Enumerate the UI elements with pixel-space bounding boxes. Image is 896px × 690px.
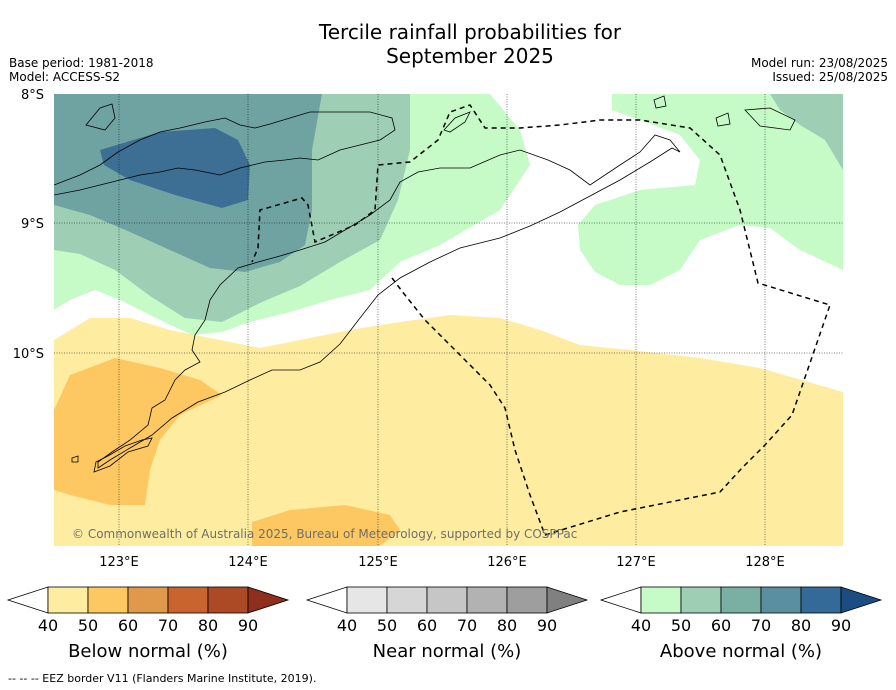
colorbar-segment [47, 586, 89, 614]
coastline-islet-2 [443, 111, 471, 133]
coastline-islet-5 [744, 107, 796, 131]
base-period: Base period: 1981-2018 [9, 56, 154, 70]
coastline-islet-3 [653, 95, 667, 109]
colorbar-segment [506, 586, 548, 614]
colorbar-tick-label: 90 [238, 616, 258, 635]
eez-border [251, 104, 831, 536]
model-run: Model run: 23/08/2025 [750, 56, 888, 70]
colorbar-below: 40 50 60 70 80 90 Below normal (%) [6, 586, 290, 662]
colorbar-segment [386, 586, 428, 614]
coastlines [54, 95, 796, 473]
colorbar-right-arrow [546, 586, 589, 614]
colorbar-segment [800, 586, 842, 614]
colorbar-tick-label: 80 [791, 616, 811, 635]
colorbar-segment [346, 586, 388, 614]
colorbar-segment [760, 586, 802, 614]
colorbar-left-arrow [305, 586, 348, 614]
colorbar-right-arrow [247, 586, 290, 614]
colorbar-left-arrow [6, 586, 49, 614]
colorbar-segment [167, 586, 209, 614]
coastline-rote [93, 437, 153, 473]
coastline-islet-6 [71, 455, 79, 463]
colorbar-tick-label: 40 [631, 616, 651, 635]
colorbar-tick-label: 80 [198, 616, 218, 635]
lon-label-127e: 127°E [616, 555, 656, 570]
colorbar-segment [640, 586, 682, 614]
map-title: Tercile rainfall probabilities for Septe… [0, 20, 896, 68]
colorbar-segment [207, 586, 249, 614]
colorbar-tick-label: 40 [38, 616, 58, 635]
title-line-2: September 2025 [386, 44, 554, 68]
coastline-north-islands [54, 111, 396, 196]
coastline-islet-1 [85, 103, 116, 131]
copyright-text: © Commonwealth of Australia 2025, Bureau… [72, 527, 577, 541]
coastline-timor [97, 134, 681, 469]
colorbar-segment [127, 586, 169, 614]
meta-right: Model run: 23/08/2025 Issued: 25/08/2025 [751, 56, 888, 84]
colorbar-tick-label: 60 [118, 616, 138, 635]
colorbar-title: Below normal (%) [68, 641, 228, 662]
eez-footnote: -- -- -- EEZ border V11 (Flanders Marine… [8, 672, 317, 685]
colorbar-title: Above normal (%) [660, 641, 822, 662]
region-above-50-ne [578, 94, 843, 285]
colorbar-tick-label: 70 [751, 616, 771, 635]
colorbar-segment [680, 586, 722, 614]
region-above-60-ne [770, 94, 843, 170]
colorbar-right-arrow [840, 586, 883, 614]
lon-label-123e: 123°E [99, 555, 139, 570]
colorbar-tick-label: 50 [377, 616, 397, 635]
colorbar-tick-label: 60 [417, 616, 437, 635]
region-below-60-south [252, 505, 400, 546]
lon-label-128e: 128°E [745, 555, 785, 570]
issued-date: Issued: 25/08/2025 [772, 70, 888, 84]
lat-label-9s: 9°S [21, 217, 44, 232]
colorbar-near: 40 50 60 70 80 90 Near normal (%) [305, 586, 589, 662]
colorbar-left-arrow [599, 586, 642, 614]
coastline-islet-4 [715, 112, 731, 127]
lon-label-124e: 124°E [228, 555, 268, 570]
colorbar-tick-label: 40 [337, 616, 357, 635]
colorbar-title: Near normal (%) [373, 641, 522, 662]
meta-left: Base period: 1981-2018 Model: ACCESS-S2 [9, 56, 154, 84]
region-below-60-west [54, 358, 222, 505]
colorbar-tick-label: 70 [158, 616, 178, 635]
lon-label-125e: 125°E [358, 555, 398, 570]
colorbar-tick-label: 70 [457, 616, 477, 635]
colorbar-segment [87, 586, 129, 614]
colorbar-above: 40 50 60 70 80 90 Above normal (%) [599, 586, 883, 662]
colorbar-segment [466, 586, 508, 614]
region-below-50 [54, 315, 843, 546]
colorbars: 40 50 60 70 80 90 Below normal (%) 40 50 60 70 80 90… [6, 586, 883, 662]
colorbar-segment [426, 586, 468, 614]
model-name: Model: ACCESS-S2 [9, 70, 121, 84]
colorbar-segment [720, 586, 762, 614]
lat-label-8s: 8°S [21, 88, 44, 103]
colorbar-tick-label: 90 [537, 616, 557, 635]
colorbar-tick-label: 90 [831, 616, 851, 635]
map-panel: © Commonwealth of Australia 2025, Bureau… [54, 94, 843, 546]
colorbar-tick-label: 60 [711, 616, 731, 635]
lon-label-126e: 126°E [487, 555, 527, 570]
region-above-80 [100, 128, 250, 208]
lat-label-10s: 10°S [13, 347, 44, 362]
colorbar-tick-label: 50 [78, 616, 98, 635]
colorbar-tick-label: 50 [671, 616, 691, 635]
title-line-1: Tercile rainfall probabilities for [318, 20, 622, 44]
colorbar-tick-label: 80 [497, 616, 517, 635]
